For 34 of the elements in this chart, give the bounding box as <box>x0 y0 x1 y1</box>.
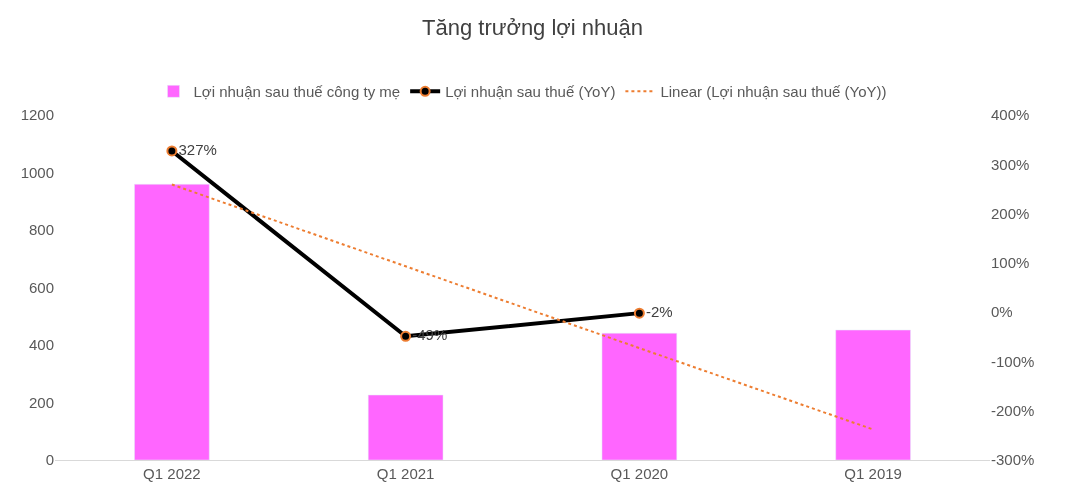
bar <box>367 394 444 460</box>
legend-label: Lợi nhuận sau thuế công ty mẹ <box>193 83 401 101</box>
y2-tick-label: -100% <box>991 352 1035 370</box>
legend-label: Linear (Lợi nhuận sau thuế (YoY)) <box>660 83 887 101</box>
y2-tick-label: 0% <box>991 303 1013 321</box>
point <box>400 330 412 342</box>
data-label: 327% <box>178 140 217 158</box>
y-tick-label: 400 <box>28 336 54 354</box>
y-tick-label: 600 <box>28 278 54 296</box>
y-tick-label: 0 <box>45 451 54 469</box>
x-tick-label: Q1 2020 <box>610 465 669 482</box>
legend-label: Lợi nhuận sau thuế (YoY) <box>445 83 616 101</box>
point <box>633 307 645 319</box>
y-tick-label: 800 <box>28 221 54 239</box>
chart-title: Tăng trưởng lợi nhuận <box>422 15 643 41</box>
x-tick-label: Q1 2019 <box>844 465 902 482</box>
y2-tick-label: 300% <box>991 155 1030 173</box>
y2-tick-label: 400% <box>991 106 1030 124</box>
y2-tick-label: 200% <box>991 204 1030 222</box>
y2-tick-label: 100% <box>991 254 1030 272</box>
bar <box>601 332 678 460</box>
y-tick-label: 1000 <box>20 163 54 181</box>
y-tick-label: 200 <box>28 393 54 411</box>
x-tick-label: Q1 2022 <box>143 465 201 482</box>
y2-tick-label: -300% <box>991 451 1035 469</box>
data-label: -2% <box>646 302 673 320</box>
y2-tick-label: -200% <box>991 401 1035 419</box>
bar <box>134 184 210 460</box>
point <box>166 145 178 157</box>
bar <box>835 329 911 460</box>
y-tick-label: 1200 <box>20 106 54 124</box>
x-tick-label: Q1 2021 <box>376 465 435 482</box>
line-series <box>170 183 875 431</box>
data-label: -49% <box>412 326 448 344</box>
